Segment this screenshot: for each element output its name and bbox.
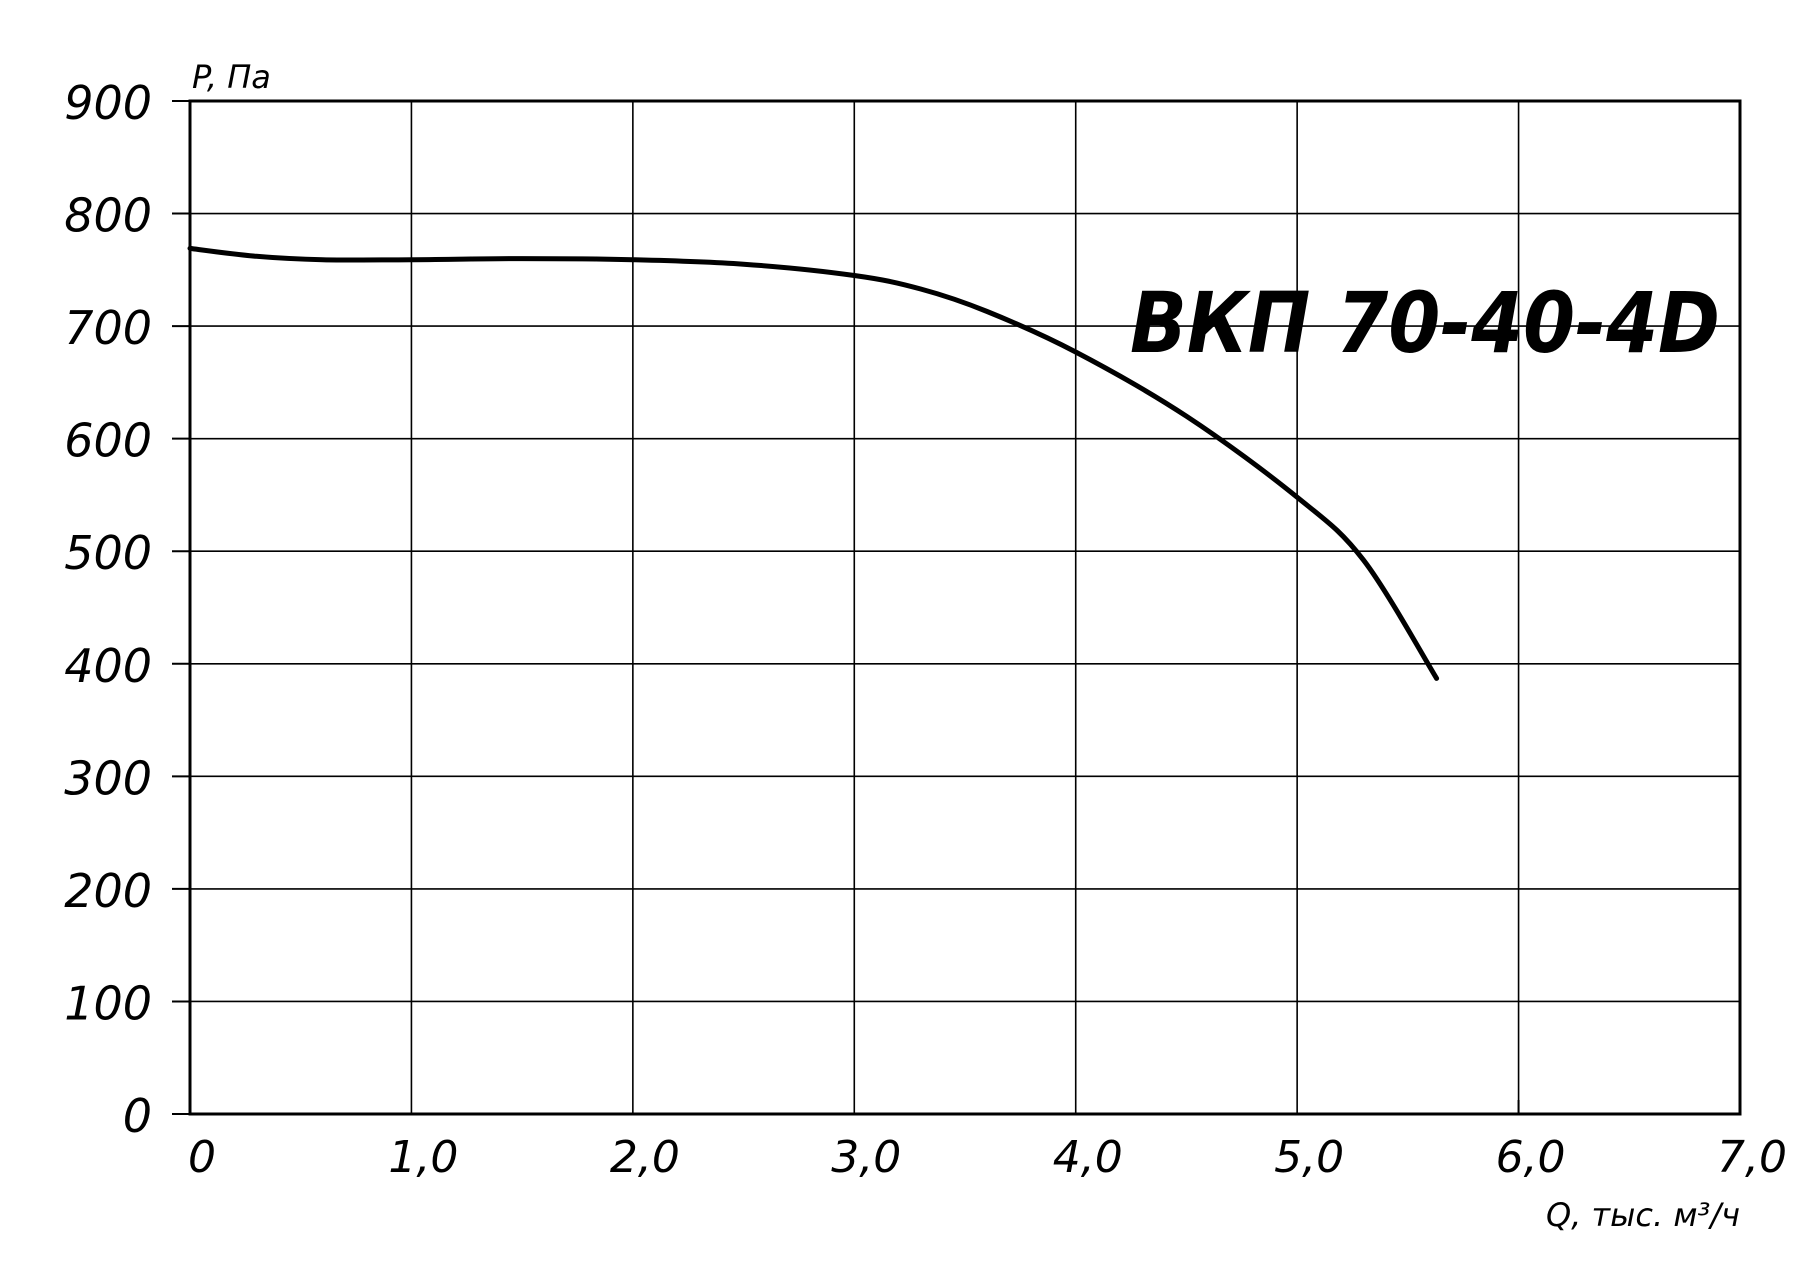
x-tick-label-4: 4,0 bbox=[1053, 1132, 1123, 1183]
y-tick-label-4: 400 bbox=[64, 639, 152, 693]
x-axis-label: Q, тыс. м³/ч bbox=[1546, 1196, 1740, 1234]
x-tick-label-2: 2,0 bbox=[610, 1132, 680, 1183]
y-tick-label-8: 800 bbox=[64, 189, 152, 243]
y-tick-label-5: 500 bbox=[64, 526, 152, 580]
y-tick-label-1: 100 bbox=[64, 976, 152, 1030]
y-tick-label-7: 700 bbox=[64, 301, 152, 355]
y-tick-label-3: 300 bbox=[64, 751, 152, 805]
y-axis-label: P, Па bbox=[192, 58, 271, 96]
horizontal-gridlines bbox=[190, 212, 1740, 1003]
x-tick-label-0: 0 bbox=[188, 1132, 216, 1183]
x-axis-ticks: 0 1,0 2,0 3,0 4,0 5,0 6,0 7,0 bbox=[188, 1100, 1787, 1183]
x-tick-label-7: 7,0 bbox=[1717, 1132, 1787, 1183]
chart-title: ВКП 70-40-4D bbox=[1130, 274, 1720, 372]
x-tick-label-5: 5,0 bbox=[1274, 1132, 1344, 1183]
x-tick-label-1: 1,0 bbox=[388, 1132, 458, 1183]
y-tick-label-9: 900 bbox=[64, 76, 152, 130]
y-tick-label-6: 600 bbox=[64, 414, 152, 468]
y-axis-ticks: 0 100 200 300 400 500 600 700 800 900 bbox=[64, 76, 190, 1143]
y-tick-label-0: 0 bbox=[123, 1089, 152, 1143]
series-line-0 bbox=[187, 245, 1440, 681]
plot-frame bbox=[188, 99, 1742, 1116]
series-group bbox=[187, 245, 1440, 681]
vertical-gridlines bbox=[410, 101, 1520, 1114]
y-tick-label-2: 200 bbox=[64, 864, 152, 918]
x-tick-label-3: 3,0 bbox=[831, 1132, 901, 1183]
x-tick-label-6: 6,0 bbox=[1496, 1132, 1566, 1183]
